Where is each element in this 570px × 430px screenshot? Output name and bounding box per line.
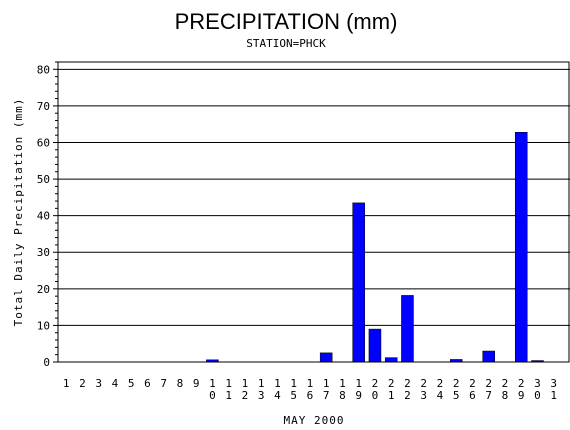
x-tick-label: 4	[112, 377, 119, 390]
x-tick-label: 6	[144, 377, 151, 390]
x-tick-label: 3	[95, 377, 102, 390]
chart-subtitle: STATION=PHCK	[246, 37, 326, 50]
y-tick-label: 50	[37, 173, 50, 186]
bars	[206, 131, 544, 363]
y-tick-label: 70	[37, 100, 50, 113]
x-tick-label: 5	[128, 377, 135, 390]
y-axis-label: Total Daily Precipitation (mm)	[12, 98, 25, 327]
bar-day-22	[401, 295, 414, 363]
y-axis-ticks: 0 10 20 30 40 50 60 70 80	[37, 61, 58, 369]
x-tick-label: 2	[79, 377, 86, 390]
y-tick-label: 0	[43, 356, 50, 369]
plot-frame	[57, 61, 570, 363]
chart-title: PRECIPITATION (mm)	[175, 9, 398, 34]
bar-day-19	[352, 202, 365, 363]
y-tick-label: 30	[37, 246, 50, 259]
y-tick-label: 40	[37, 210, 50, 223]
bar-day-27	[482, 350, 495, 363]
x-axis-label: MAY 2000	[284, 414, 345, 427]
bar-day-21	[384, 357, 398, 363]
gridlines	[58, 68, 570, 326]
y-tick-label: 20	[37, 283, 50, 296]
x-tick-label: 9	[193, 377, 200, 390]
bar-day-29	[514, 131, 528, 363]
y-tick-label: 80	[37, 63, 50, 76]
bar-day-20	[368, 328, 382, 363]
x-tick-label: 1	[63, 377, 70, 390]
y-tick-label: 10	[37, 319, 50, 332]
bar-day-17	[319, 352, 333, 363]
x-axis-ticks: 1 2 3 4 5 6 7 8 9 1 01 11 21 31 41 51 61 71 81 92 02 12 22 32 42…	[63, 377, 557, 402]
x-tick-label: 8	[177, 377, 184, 390]
y-tick-label: 60	[37, 136, 50, 149]
x-tick-label: 7	[160, 377, 167, 390]
